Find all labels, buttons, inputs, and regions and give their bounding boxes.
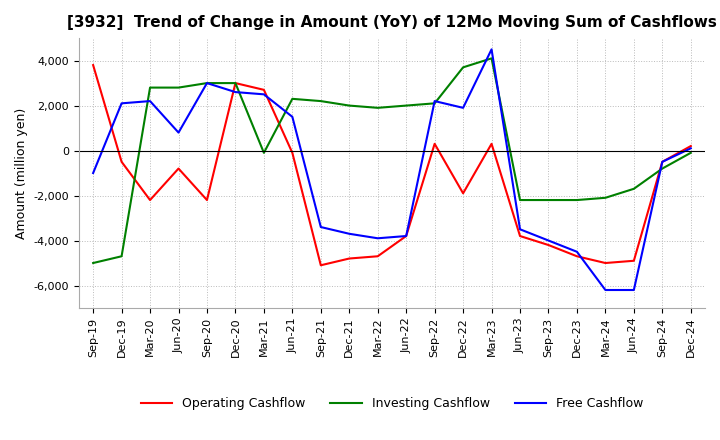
Operating Cashflow [231,81,240,86]
Free Cashflow [174,130,183,135]
Operating Cashflow [431,141,439,147]
Operating Cashflow [317,263,325,268]
Free Cashflow [402,233,410,238]
Title: [3932]  Trend of Change in Amount (YoY) of 12Mo Moving Sum of Cashflows: [3932] Trend of Change in Amount (YoY) o… [67,15,717,30]
Investing Cashflow [629,186,638,191]
Investing Cashflow [431,101,439,106]
Investing Cashflow [516,198,524,203]
Investing Cashflow [260,150,269,155]
Free Cashflow [431,99,439,104]
Investing Cashflow [145,85,154,90]
Legend: Operating Cashflow, Investing Cashflow, Free Cashflow: Operating Cashflow, Investing Cashflow, … [135,392,648,415]
Free Cashflow [629,287,638,293]
Line: Operating Cashflow: Operating Cashflow [93,65,690,265]
Operating Cashflow [374,253,382,259]
Operating Cashflow [145,198,154,203]
Free Cashflow [686,146,695,151]
Free Cashflow [89,170,97,176]
Investing Cashflow [345,103,354,108]
Investing Cashflow [89,260,97,266]
Investing Cashflow [601,195,610,201]
Free Cashflow [345,231,354,236]
Operating Cashflow [572,253,581,259]
Investing Cashflow [231,81,240,86]
Investing Cashflow [658,166,667,171]
Operating Cashflow [544,242,553,248]
Free Cashflow [288,114,297,120]
Free Cashflow [145,99,154,104]
Line: Free Cashflow: Free Cashflow [93,49,690,290]
Free Cashflow [202,81,211,86]
Operating Cashflow [89,62,97,68]
Investing Cashflow [288,96,297,102]
Investing Cashflow [374,105,382,110]
Operating Cashflow [402,233,410,238]
Y-axis label: Amount (million yen): Amount (million yen) [15,107,28,238]
Free Cashflow [260,92,269,97]
Operating Cashflow [487,141,496,147]
Investing Cashflow [459,65,467,70]
Free Cashflow [572,249,581,254]
Operating Cashflow [174,166,183,171]
Free Cashflow [487,47,496,52]
Operating Cashflow [202,198,211,203]
Investing Cashflow [544,198,553,203]
Operating Cashflow [117,159,126,165]
Operating Cashflow [345,256,354,261]
Operating Cashflow [516,233,524,238]
Operating Cashflow [658,159,667,165]
Operating Cashflow [288,150,297,155]
Operating Cashflow [459,191,467,196]
Operating Cashflow [686,143,695,149]
Investing Cashflow [487,56,496,61]
Free Cashflow [544,238,553,243]
Investing Cashflow [317,99,325,104]
Investing Cashflow [402,103,410,108]
Investing Cashflow [174,85,183,90]
Free Cashflow [317,224,325,230]
Investing Cashflow [202,81,211,86]
Free Cashflow [374,236,382,241]
Free Cashflow [658,159,667,165]
Free Cashflow [231,89,240,95]
Operating Cashflow [601,260,610,266]
Investing Cashflow [572,198,581,203]
Free Cashflow [117,101,126,106]
Operating Cashflow [629,258,638,264]
Free Cashflow [516,227,524,232]
Operating Cashflow [260,87,269,92]
Investing Cashflow [117,253,126,259]
Line: Investing Cashflow: Investing Cashflow [93,59,690,263]
Investing Cashflow [686,150,695,155]
Free Cashflow [459,105,467,110]
Free Cashflow [601,287,610,293]
